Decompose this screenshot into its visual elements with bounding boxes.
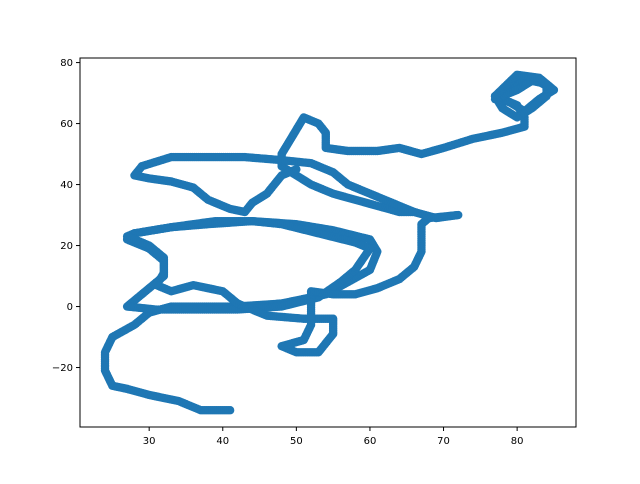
x-tick-label: 30	[143, 436, 156, 447]
y-tick-label: −20	[52, 363, 73, 374]
x-tick-label: 80	[511, 436, 524, 447]
x-tick-label: 70	[437, 436, 450, 447]
y-tick-label: 40	[60, 180, 73, 191]
y-tick-label: 60	[60, 119, 73, 130]
y-axis: −20 0 20 40 60 80	[52, 58, 80, 374]
x-tick-label: 50	[290, 436, 303, 447]
y-tick-label: 20	[60, 241, 73, 252]
x-axis: 30 40 50 60 70 80	[143, 427, 524, 447]
plot-frame	[79, 57, 577, 428]
data-points	[100, 70, 559, 415]
scatter-point	[548, 84, 557, 94]
x-tick-label: 40	[216, 436, 229, 447]
y-tick-label: 0	[67, 302, 73, 313]
scatter-point	[408, 207, 417, 216]
x-tick-label: 60	[364, 436, 377, 447]
y-tick-label: 80	[60, 58, 73, 69]
